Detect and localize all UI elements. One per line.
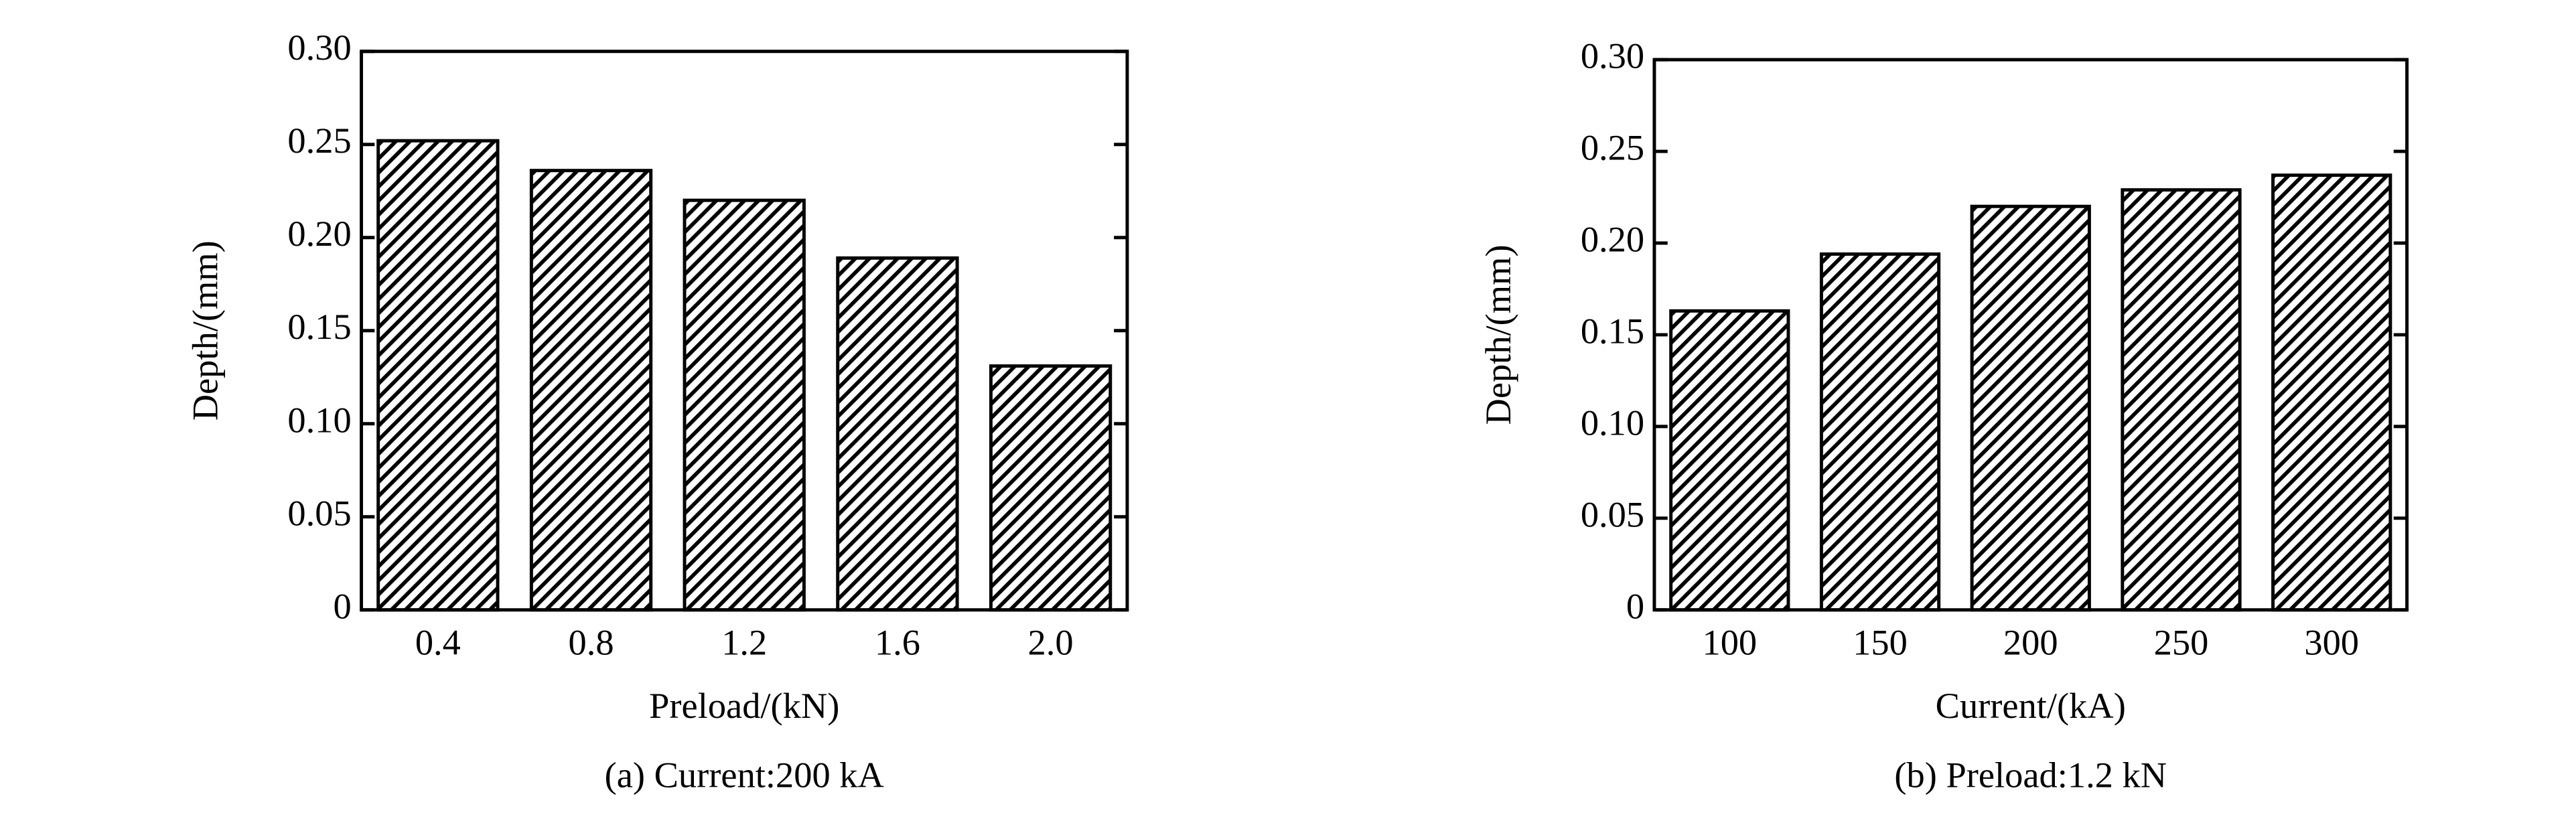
y-tick-label: 0.20 <box>1581 218 1644 259</box>
caption: (a) Current:200 kA <box>605 755 884 796</box>
x-tick-label: 300 <box>2304 622 2359 663</box>
y-tick-label: 0.10 <box>287 399 351 440</box>
x-tick-label: 1.2 <box>721 622 767 663</box>
bar <box>683 198 806 612</box>
bar <box>2121 188 2242 612</box>
x-tick-label: 250 <box>2154 622 2209 663</box>
x-tick-label: 150 <box>1853 622 1908 663</box>
bar <box>836 256 959 612</box>
bar <box>1669 309 1790 612</box>
bar <box>1970 204 2091 612</box>
y-tick-label: 0.30 <box>287 27 351 68</box>
y-tick-label: 0.15 <box>1581 310 1644 351</box>
x-axis-label: Preload/(kN) <box>649 685 839 726</box>
x-tick-label: 1.6 <box>875 622 920 663</box>
plot-frame <box>360 50 1129 612</box>
x-tick-label: 200 <box>2003 622 2058 663</box>
x-tick-label: 100 <box>1702 622 1757 663</box>
y-tick-label: 0.05 <box>1581 494 1644 534</box>
y-tick-label: 0.25 <box>287 120 351 161</box>
y-tick-label: 0.05 <box>287 492 351 533</box>
x-tick-label: 2.0 <box>1028 622 1074 663</box>
x-tick-label: 0.4 <box>415 622 461 663</box>
bar <box>529 169 653 612</box>
y-tick-label: 0 <box>1626 585 1644 626</box>
y-tick-label: 0.25 <box>1581 127 1644 168</box>
y-axis-label: Depth/(mm) <box>184 240 225 421</box>
y-tick-label: 0 <box>333 585 351 626</box>
y-tick-label: 0.10 <box>1581 402 1644 443</box>
bar <box>2271 173 2392 612</box>
x-axis-label: Current/(kA) <box>1936 685 2126 726</box>
bar <box>1819 252 1941 612</box>
x-tick-label: 0.8 <box>569 622 614 663</box>
plot-frame <box>1652 58 2409 612</box>
bar <box>989 364 1113 612</box>
y-tick-label: 0.30 <box>1581 35 1644 76</box>
y-tick-label: 0.20 <box>287 213 351 254</box>
y-tick-label: 0.15 <box>287 306 351 347</box>
bar <box>376 139 500 612</box>
caption: (b) Preload:1.2 kN <box>1894 755 2167 796</box>
y-axis-label: Depth/(mm) <box>1478 244 1518 425</box>
